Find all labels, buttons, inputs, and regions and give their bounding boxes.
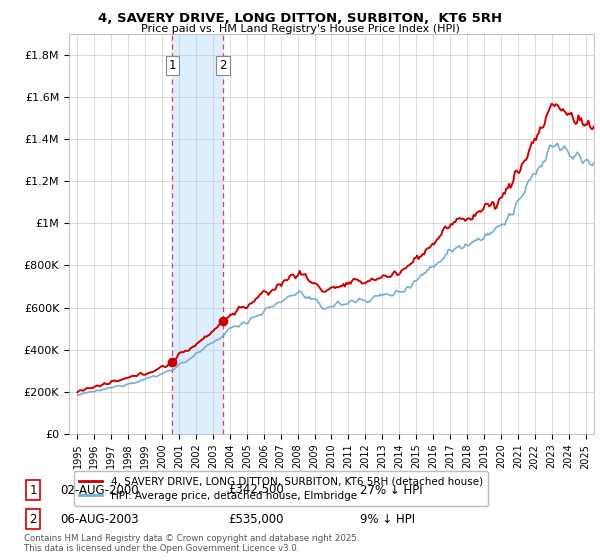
- Text: £342,500: £342,500: [228, 483, 284, 497]
- Text: 4, SAVERY DRIVE, LONG DITTON, SURBITON,  KT6 5RH: 4, SAVERY DRIVE, LONG DITTON, SURBITON, …: [98, 12, 502, 25]
- Text: £535,000: £535,000: [228, 512, 284, 526]
- Text: 27% ↓ HPI: 27% ↓ HPI: [360, 483, 422, 497]
- Text: Contains HM Land Registry data © Crown copyright and database right 2025.
This d: Contains HM Land Registry data © Crown c…: [24, 534, 359, 553]
- Text: 02-AUG-2000: 02-AUG-2000: [60, 483, 139, 497]
- Text: 1: 1: [29, 483, 37, 497]
- Text: 9% ↓ HPI: 9% ↓ HPI: [360, 512, 415, 526]
- Legend: 4, SAVERY DRIVE, LONG DITTON, SURBITON, KT6 5RH (detached house), HPI: Average p: 4, SAVERY DRIVE, LONG DITTON, SURBITON, …: [74, 472, 488, 506]
- Text: 2: 2: [220, 59, 227, 72]
- Text: 1: 1: [169, 59, 176, 72]
- Text: 2: 2: [29, 512, 37, 526]
- Text: Price paid vs. HM Land Registry's House Price Index (HPI): Price paid vs. HM Land Registry's House …: [140, 24, 460, 34]
- Text: 06-AUG-2003: 06-AUG-2003: [60, 512, 139, 526]
- Bar: [172, 34, 223, 434]
